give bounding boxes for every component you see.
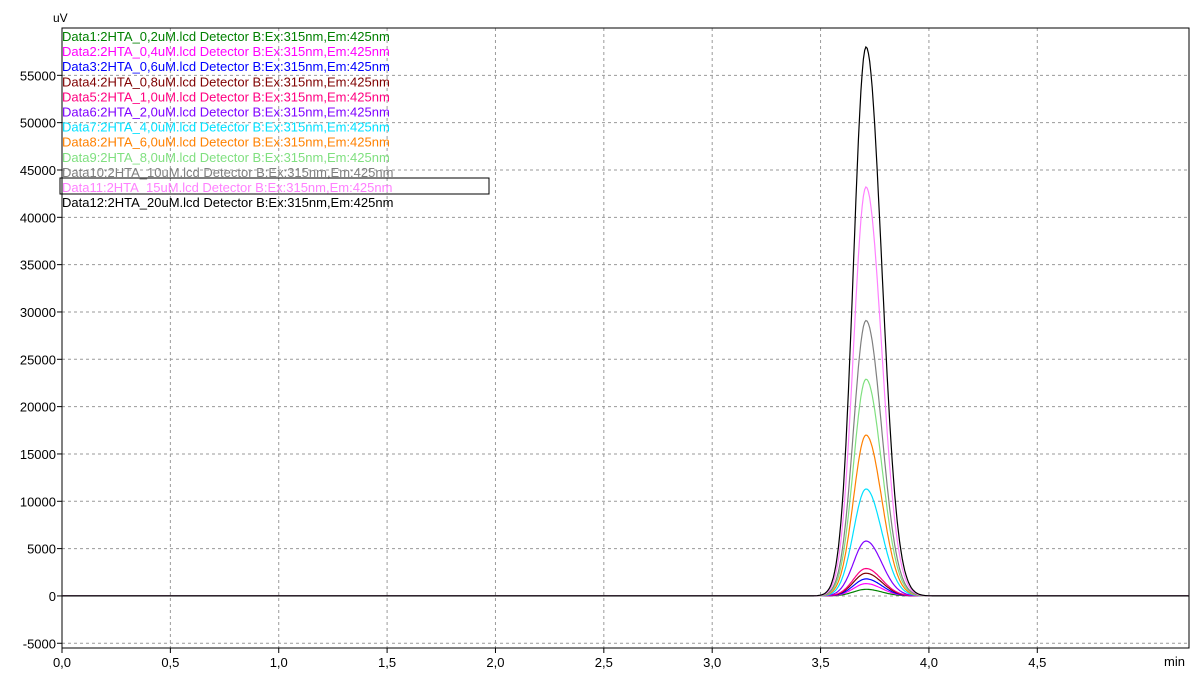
legend-entry-7: Data7:2HTA_4,0uM.lcd Detector B:Ex:315nm…: [62, 120, 390, 135]
y-axis-unit-label: uV: [53, 11, 68, 25]
y-tick-label: 40000: [20, 210, 56, 225]
series-line-11: [62, 186, 1189, 597]
x-tick-label: 2,5: [595, 655, 613, 670]
legend-entry-9: Data9:2HTA_8,0uM.lcd Detector B:Ex:315nm…: [62, 150, 390, 165]
x-tick-label: 4,0: [920, 655, 938, 670]
legend: Data1:2HTA_0,2uM.lcd Detector B:Ex:315nm…: [59, 29, 490, 210]
plot-frame: [61, 27, 1190, 649]
y-tick-label: 10000: [20, 494, 56, 509]
legend-entry-3: Data3:2HTA_0,6uM.lcd Detector B:Ex:315nm…: [62, 59, 390, 74]
series-line-7: [62, 488, 1189, 597]
x-tick-label: 2,0: [486, 655, 504, 670]
x-tick-label: 0,0: [53, 655, 71, 670]
y-tick-label: 50000: [20, 116, 56, 131]
series-lines: [62, 45, 1189, 597]
x-tick-label: 1,5: [378, 655, 396, 670]
x-tick-label: 3,0: [703, 655, 721, 670]
y-tick-label: 0: [49, 589, 56, 604]
x-tick-label: 4,5: [1028, 655, 1046, 670]
series-line-4: [62, 572, 1189, 597]
legend-entry-6: Data6:2HTA_2,0uM.lcd Detector B:Ex:315nm…: [62, 105, 390, 120]
x-axis-unit-label: min: [1164, 654, 1185, 669]
y-tick-label: 30000: [20, 305, 56, 320]
series-line-3: [62, 578, 1189, 597]
series-line-10: [62, 319, 1189, 597]
legend-entry-8: Data8:2HTA_6,0uM.lcd Detector B:Ex:315nm…: [62, 135, 390, 150]
legend-entry-12: Data12:2HTA_20uM.lcd Detector B:Ex:315nm…: [62, 195, 393, 210]
legend-entry-10: Data10:2HTA_10uM.lcd Detector B:Ex:315nm…: [62, 165, 393, 180]
series-line-1: [62, 588, 1189, 597]
y-tick-label: 15000: [20, 447, 56, 462]
legend-entry-4: Data4:2HTA_0,8uM.lcd Detector B:Ex:315nm…: [62, 74, 390, 89]
x-tick-label: 0,5: [161, 655, 179, 670]
y-tick-label: 25000: [20, 352, 56, 367]
series-line-12: [62, 45, 1189, 597]
legend-entry-2: Data2:2HTA_0,4uM.lcd Detector B:Ex:315nm…: [62, 44, 390, 59]
y-tick-label: 55000: [20, 68, 56, 83]
series-line-5: [62, 567, 1189, 597]
x-tick-label: 3,5: [812, 655, 830, 670]
y-tick-label: 20000: [20, 400, 56, 415]
series-line-6: [62, 540, 1189, 597]
series-line-8: [62, 434, 1189, 597]
legend-entry-1: Data1:2HTA_0,2uM.lcd Detector B:Ex:315nm…: [62, 29, 390, 44]
legend-entry-11: Data11:2HTA_15uM.lcd Detector B:Ex:315nm…: [62, 180, 392, 195]
y-tick-label: -5000: [23, 636, 56, 651]
series-line-9: [62, 378, 1189, 597]
y-tick-label: 5000: [27, 542, 56, 557]
y-tick-label: 35000: [20, 258, 56, 273]
series-line-2: [62, 582, 1189, 597]
axes: 0,0 0,5 1,0 1,5 2,0 2,5 3,0 3,5 4,0 4,5 -5000 0 5000…: [20, 27, 1190, 670]
x-tick-label: 1,0: [270, 655, 288, 670]
legend-entry-5: Data5:2HTA_1,0uM.lcd Detector B:Ex:315nm…: [62, 89, 390, 104]
y-tick-label: 45000: [20, 163, 56, 178]
legend-selection-box: [59, 177, 490, 195]
